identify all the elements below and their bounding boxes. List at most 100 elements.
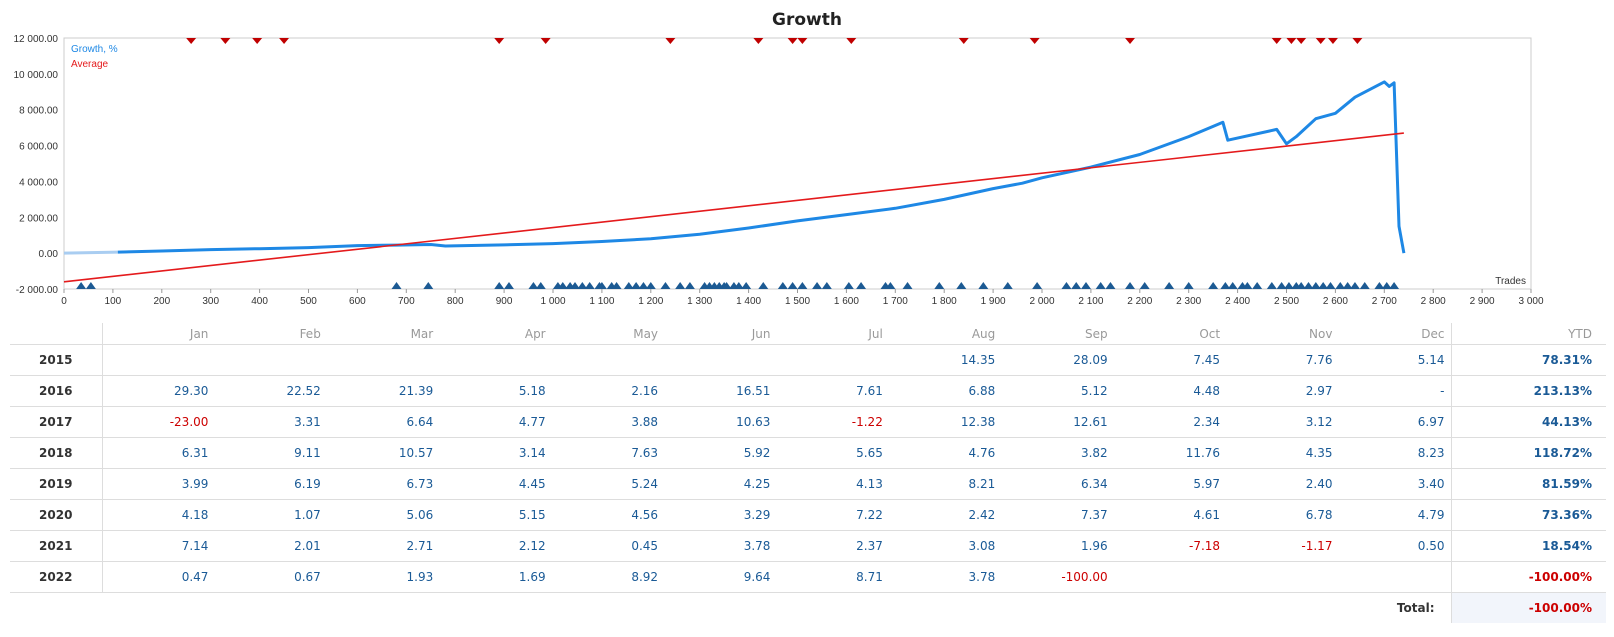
top-trade-marker [958,38,969,44]
month-value-cell: 4.79 [1338,499,1451,531]
bottom-trade-marker [1208,282,1219,289]
bottom-trade-marker [797,282,808,289]
month-value-cell: 5.92 [664,437,777,469]
month-value-cell: 7.63 [551,437,665,469]
year-cell: 2020 [10,499,103,531]
month-value-cell: - [1338,375,1451,407]
bottom-trade-marker [1081,282,1092,289]
chart-series [63,80,1406,283]
x-tick-label: 2 900 [1470,296,1495,307]
table-row: 2020 4.18 1.07 5.06 5.15 4.56 3.29 7.22 2.42 7.37… [10,499,1606,531]
month-column-header: Oct [1113,323,1227,345]
month-value-cell: 1.93 [326,561,440,593]
month-value-cell: 5.06 [326,499,440,531]
x-tick-label: 1 100 [589,296,614,307]
x-tick-label: 700 [398,296,415,307]
year-column-header [10,323,103,345]
x-tick-label: 1 900 [981,296,1006,307]
table-row: 2017 -23.00 3.31 6.64 4.77 3.88 10.63 -1.22 12.3… [10,406,1606,438]
top-trade-marker [797,38,808,44]
month-value-cell: -1.22 [776,406,889,438]
bottom-trade-marker [535,282,546,289]
top-trade-marker [252,38,263,44]
ytd-value-cell: 73.36% [1450,499,1606,531]
growth-chart: 0 100 200 300 400 500 600 700 800 900 1 000 1 100 1 … [14,34,1544,307]
bottom-trade-marker [1183,282,1194,289]
month-value-cell: 3.31 [214,406,327,438]
bottom-trade-marker [584,282,595,289]
top-trade-marker [1286,38,1297,44]
month-value-cell: 7.22 [776,499,889,531]
bottom-trade-marker [675,282,686,289]
month-value-cell: 6.64 [326,406,440,438]
month-value-cell: -100.00 [1001,561,1114,593]
month-value-cell [551,344,665,376]
bottom-trade-marker [660,282,671,289]
month-value-cell: 2.42 [888,499,1002,531]
month-value-cell [1226,561,1339,593]
top-trade-marker [1125,38,1136,44]
y-tick-label: 2 000.00 [19,213,58,224]
bottom-trade-marker [812,282,823,289]
month-value-cell: 0.50 [1338,530,1451,562]
bottom-trade-marker [1303,282,1314,289]
bottom-trade-marker [885,282,896,289]
month-value-cell: 1.96 [1001,530,1114,562]
month-value-cell: 5.18 [439,375,552,407]
bottom-trade-marker [1164,282,1175,289]
chart-title: Growth [772,10,842,30]
top-trade-marker [1029,38,1040,44]
month-value-cell: 0.67 [214,561,327,593]
x-tick-label: 2 000 [1029,296,1054,307]
month-value-cell: 4.56 [551,499,665,531]
bottom-trade-marker [684,282,695,289]
month-column-header: Jul [776,323,889,345]
table-row: 2018 6.31 9.11 10.57 3.14 7.63 5.92 5.65 4.76 3.8… [10,437,1606,469]
month-column-header: Jan [102,323,215,345]
bottom-trade-marker [1296,282,1307,289]
month-value-cell: 6.34 [1001,468,1114,500]
bottom-trade-marker [1071,282,1082,289]
month-value-cell: 7.61 [776,375,889,407]
x-tick-label: 300 [202,296,219,307]
month-value-cell: 5.24 [551,468,665,500]
monthly-returns-table: Jan Feb Mar Apr May Jun Jul Aug Sep Oct Nov Dec YTD … [10,323,1606,623]
y-tick-label: 4 000.00 [19,177,58,188]
ytd-value-cell: 213.13% [1450,375,1606,407]
bottom-trade-marker [733,282,744,289]
month-value-cell: 2.97 [1226,375,1339,407]
month-value-cell: 12.61 [1001,406,1114,438]
table-row: 2022 0.47 0.67 1.93 1.69 8.92 9.64 8.71 3.78 -100… [10,561,1606,593]
table-row: 2016 29.30 22.52 21.39 5.18 2.16 16.51 7.61 6.88… [10,375,1606,407]
month-value-cell: 9.11 [214,437,327,469]
bottom-trade-marker [1242,282,1253,289]
month-value-cell: 6.19 [214,468,327,500]
bottom-trade-marker [1349,282,1360,289]
month-value-cell [1338,561,1451,593]
table-row: 2015 14.35 28.09 7.45 7.76 5.14 78.31% [10,344,1606,376]
month-value-cell: 3.08 [888,530,1002,562]
x-tick-label: 1 600 [834,296,859,307]
bottom-trade-marker [1095,282,1106,289]
month-value-cell: 4.18 [102,499,215,531]
month-value-cell [439,344,552,376]
month-value-cell [326,344,440,376]
x-tick-label: 900 [496,296,513,307]
x-tick-label: 400 [251,296,268,307]
month-value-cell: 2.34 [1113,406,1227,438]
total-label: Total: [1396,601,1435,615]
x-tick-label: 1 300 [687,296,712,307]
total-row: Total: -100.00% [10,592,1606,623]
month-value-cell: 5.97 [1113,468,1227,500]
month-value-cell: 7.45 [1113,344,1227,376]
month-value-cell: 4.35 [1226,437,1339,469]
month-column-header: Apr [439,323,552,345]
bottom-trade-marker [528,282,539,289]
month-value-cell: 3.82 [1001,437,1114,469]
month-value-cell: 2.16 [551,375,665,407]
month-column-header: Nov [1226,323,1339,345]
month-value-cell: 21.39 [326,375,440,407]
month-value-cell: 5.15 [439,499,552,531]
top-trade-marker [787,38,798,44]
y-tick-label: 10 000.00 [14,70,59,81]
